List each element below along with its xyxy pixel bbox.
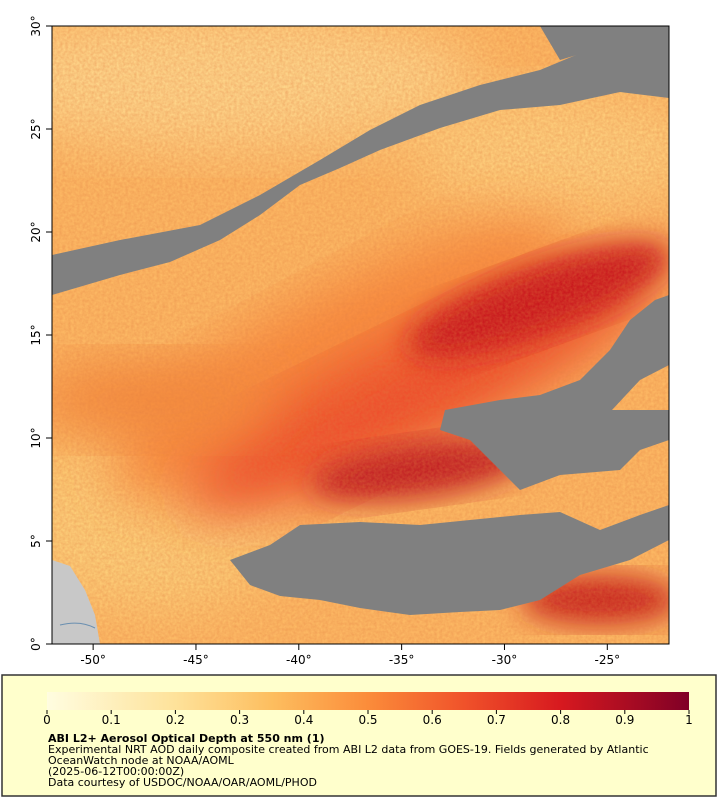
caption-line: OceanWatch node at NOAA/AOML xyxy=(48,754,235,767)
colorbar-tick-label: 0.4 xyxy=(294,713,313,727)
colorbar-tick-label: 0.8 xyxy=(551,713,570,727)
y-tick-label: 25° xyxy=(29,118,43,139)
caption-title: ABI L2+ Aerosol Optical Depth at 550 nm … xyxy=(48,732,325,745)
y-tick-label: 5° xyxy=(29,534,43,548)
colorbar-tick-label: 0.2 xyxy=(166,713,185,727)
caption-line: Experimental NRT AOD daily composite cre… xyxy=(48,743,649,756)
caption-line: (2025-06-12T00:00:00Z) xyxy=(48,765,184,778)
x-tick-label: -30° xyxy=(492,653,518,667)
colorbar-tick-label: 0.6 xyxy=(423,713,442,727)
x-tick-label: -35° xyxy=(389,653,415,667)
colorbar-tick-label: 0.5 xyxy=(358,713,377,727)
x-tick-label: -25° xyxy=(594,653,620,667)
colorbar-tick-label: 0.9 xyxy=(615,713,634,727)
y-tick-label: 0° xyxy=(29,637,43,651)
colorbar xyxy=(47,692,689,710)
aod-map xyxy=(52,26,669,644)
colorbar-tick-label: 0.7 xyxy=(487,713,506,727)
colorbar-tick-label: 0 xyxy=(43,713,51,727)
caption-line: Data courtesy of USDOC/NOAA/OAR/AOML/PHO… xyxy=(48,776,317,789)
colorbar-tick-label: 0.3 xyxy=(230,713,249,727)
y-tick-label: 15° xyxy=(29,324,43,345)
colorbar-tick-label: 0.1 xyxy=(102,713,121,727)
y-tick-label: 10° xyxy=(29,427,43,448)
x-tick-label: -45° xyxy=(183,653,209,667)
x-tick-label: -50° xyxy=(80,653,106,667)
colorbar-tick-label: 1 xyxy=(685,713,693,727)
y-tick-label: 20° xyxy=(29,221,43,242)
y-tick-label: 30° xyxy=(29,15,43,36)
x-tick-label: -40° xyxy=(286,653,312,667)
